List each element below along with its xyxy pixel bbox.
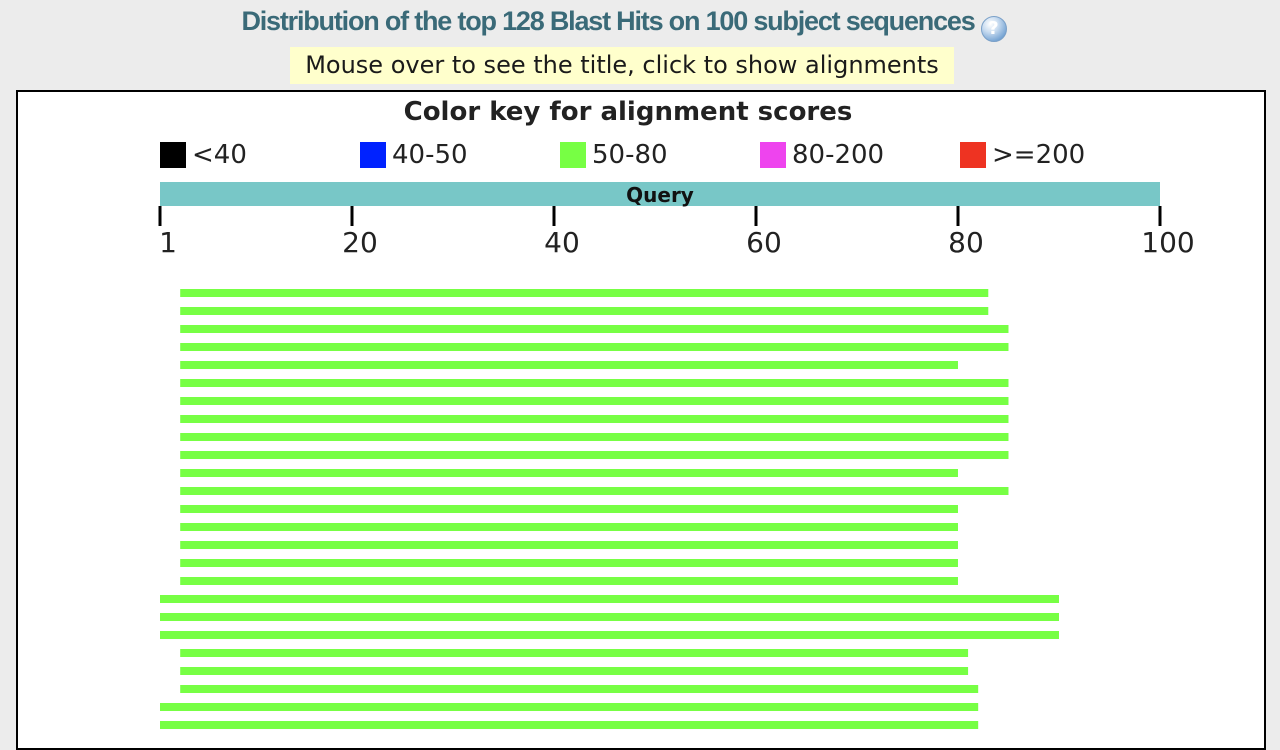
hit-bar[interactable] (180, 451, 1009, 459)
hit-bar[interactable] (180, 541, 958, 549)
hit-bar[interactable] (180, 307, 989, 315)
hit-bar[interactable] (180, 487, 1009, 495)
axis-tick (158, 206, 162, 226)
hit-bar[interactable] (180, 361, 958, 369)
color-key-legend: <40 40-50 50-80 80-200 >=200 (160, 140, 1085, 170)
legend-label: >=200 (992, 140, 1085, 170)
legend-swatch (760, 142, 786, 168)
axis-tick-label: 80 (948, 226, 984, 259)
axis-tick (350, 206, 354, 226)
hit-bar[interactable] (180, 577, 958, 585)
hit-bar[interactable] (180, 379, 1009, 387)
hit-bar[interactable] (160, 613, 1059, 621)
axis-tick-label: 100 (1141, 226, 1194, 259)
query-axis: 1 20 40 60 80 100 (158, 206, 1195, 259)
hit-bar[interactable] (180, 343, 1009, 351)
query-bar (160, 182, 1160, 206)
hit-bar[interactable] (180, 649, 969, 657)
legend-swatch (360, 142, 386, 168)
axis-tick-label: 20 (342, 226, 378, 259)
query-label: Query (626, 183, 694, 207)
hit-bar[interactable] (180, 289, 989, 297)
hit-bar[interactable] (180, 469, 958, 477)
hit-bar[interactable] (180, 523, 958, 531)
hit-bar[interactable] (180, 397, 1009, 405)
axis-tick (956, 206, 960, 226)
axis-tick (1158, 206, 1162, 226)
hit-bar[interactable] (160, 721, 979, 729)
chart-panel: Color key for alignment scores <40 40-50 5… (16, 90, 1266, 750)
hit-bar[interactable] (160, 595, 1059, 603)
hit-bars (160, 289, 1059, 729)
axis-tick (552, 206, 556, 226)
legend-label: 50-80 (592, 140, 668, 170)
axis-tick-label: 1 (159, 226, 177, 259)
hit-bar[interactable] (180, 685, 979, 693)
hit-bar[interactable] (160, 631, 1059, 639)
axis-tick (754, 206, 758, 226)
hit-distribution-chart: Color key for alignment scores <40 40-50 5… (158, 97, 1195, 729)
hit-bar[interactable] (180, 415, 1009, 423)
legend-label: <40 (192, 140, 247, 170)
color-key-title: Color key for alignment scores (404, 97, 853, 127)
help-icon[interactable]: ? (980, 16, 1007, 42)
page-title-text: Distribution of the top 128 Blast Hits o… (241, 6, 975, 36)
hit-bar[interactable] (160, 703, 979, 711)
legend-swatch (960, 142, 986, 168)
page-title: Distribution of the top 128 Blast Hits o… (0, 6, 1248, 42)
axis-tick-label: 40 (544, 226, 580, 259)
axis-tick-label: 60 (746, 226, 782, 259)
hit-bar[interactable] (180, 559, 958, 567)
legend-label: 80-200 (792, 140, 884, 170)
hit-bar[interactable] (180, 667, 969, 675)
hit-bar[interactable] (180, 325, 1009, 333)
hit-bar[interactable] (180, 433, 1009, 441)
hit-bar[interactable] (180, 505, 958, 513)
legend-swatch (160, 142, 186, 168)
hint-banner: Mouse over to see the title, click to sh… (290, 47, 954, 84)
legend-label: 40-50 (392, 140, 468, 170)
legend-swatch (560, 142, 586, 168)
